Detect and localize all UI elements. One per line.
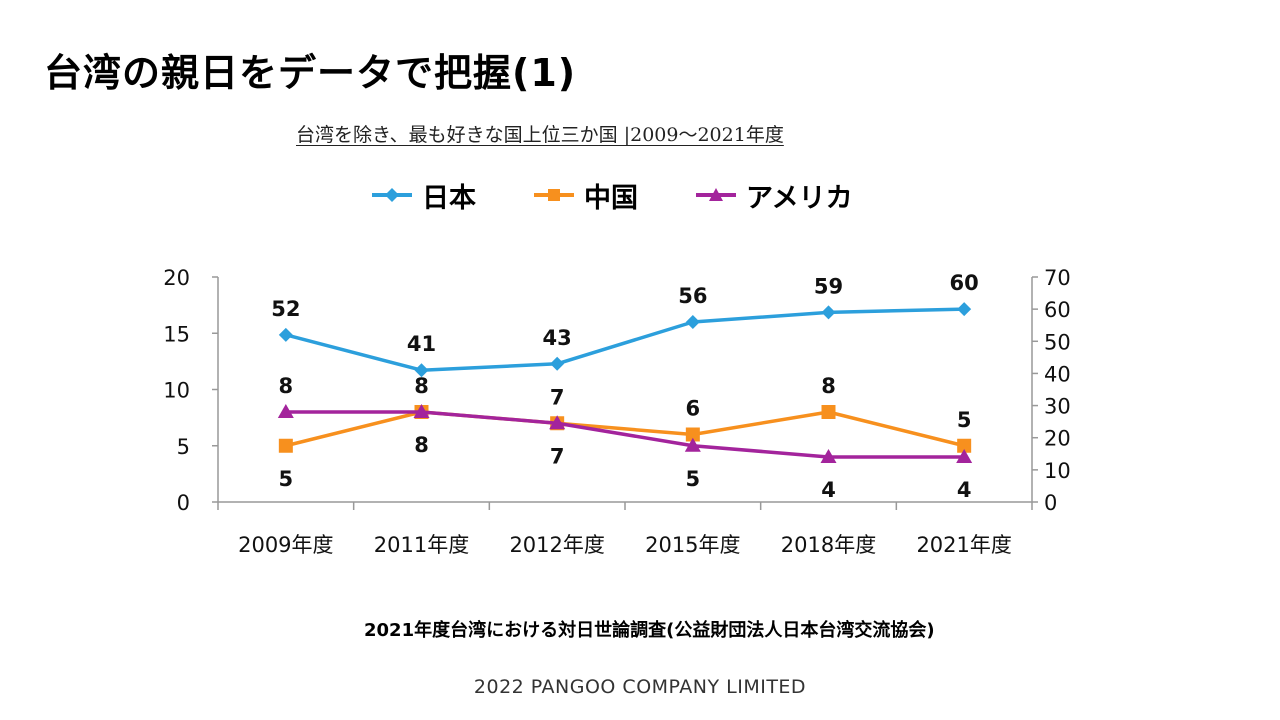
data-label: 43 <box>543 326 572 350</box>
data-point-marker <box>277 404 294 418</box>
data-point-marker <box>957 302 972 317</box>
data-point-marker <box>685 427 700 442</box>
legend-label-japan: 日本 <box>422 182 476 214</box>
legend-item-japan: 日本 <box>370 176 476 215</box>
data-label: 41 <box>407 332 436 356</box>
legend-label-china: 中国 <box>584 182 638 214</box>
y-right-tick-label: 0 <box>1044 491 1057 515</box>
data-label: 59 <box>814 274 843 298</box>
y-right-tick-label: 50 <box>1044 330 1071 354</box>
data-label: 4 <box>821 478 836 502</box>
y-left-tick-label: 5 <box>177 435 190 459</box>
data-label: 52 <box>271 297 300 321</box>
data-point-marker <box>413 404 430 418</box>
data-point-marker <box>278 327 293 342</box>
y-left-tick-label: 20 <box>163 266 190 290</box>
x-tick-label: 2021年度 <box>916 533 1011 557</box>
slide-title: 台湾の親日をデータで把握(1) <box>44 51 577 95</box>
legend-marker-china <box>534 189 574 201</box>
y-right-tick-label: 30 <box>1044 395 1071 419</box>
line-chart: 0 5 10 15 20 0 10 20 30 40 50 60 70 2009年度 2011年度 2012年… <box>163 266 1071 557</box>
chart-legend: 日本 中国 アメリカ <box>370 175 909 215</box>
data-point-marker <box>685 315 700 329</box>
data-label: 5 <box>686 467 701 491</box>
data-point-marker <box>278 438 293 453</box>
legend-label-usa: アメリカ <box>746 182 853 214</box>
data-label: 8 <box>279 374 294 398</box>
data-point-marker <box>549 415 566 430</box>
chart-title: 台湾を除き、最も好きな国上位三か国 |2009～2021年度 <box>296 124 784 146</box>
data-label: 5 <box>957 408 972 432</box>
series-line-1 <box>285 410 965 448</box>
data-point-marker <box>820 449 837 463</box>
y-right-tick-label: 40 <box>1044 362 1071 386</box>
series-line-2 <box>285 410 965 459</box>
data-label: 56 <box>678 284 707 308</box>
data-label: 7 <box>550 444 565 468</box>
y-left-tick-label: 15 <box>163 322 190 346</box>
data-point-marker <box>957 438 972 453</box>
x-tick-label: 2011年度 <box>374 533 469 557</box>
legend-item-china: 中国 <box>532 176 638 215</box>
y-right-tick-label: 10 <box>1044 459 1071 483</box>
data-label: 8 <box>821 374 836 398</box>
data-label: 7 <box>550 385 565 409</box>
data-label: 8 <box>414 374 429 398</box>
y-right-tick-label: 70 <box>1044 266 1071 290</box>
data-label: 5 <box>279 467 294 491</box>
data-point-marker <box>414 363 429 378</box>
legend-marker-usa <box>696 188 736 201</box>
data-point-marker <box>684 437 701 452</box>
y-left-tick-label: 0 <box>177 491 190 515</box>
x-tick-label: 2009年度 <box>238 533 333 557</box>
legend-item-usa: アメリカ <box>694 176 853 215</box>
footer-copyright: 2022 PANGOO COMPANY LIMITED <box>473 676 807 698</box>
y-right-tick-label: 60 <box>1044 298 1071 322</box>
y-right-tick-label: 20 <box>1044 427 1071 451</box>
data-label: 8 <box>414 433 429 457</box>
series-line-0 <box>285 307 965 372</box>
data-point-marker <box>821 305 836 320</box>
data-point-marker <box>956 449 973 463</box>
data-label: 4 <box>957 478 972 502</box>
x-tick-label: 2012年度 <box>509 533 604 557</box>
data-label: 60 <box>950 271 979 295</box>
data-point-marker <box>550 356 565 371</box>
legend-marker-japan <box>372 188 412 202</box>
data-label: 6 <box>686 397 701 421</box>
data-point-marker <box>821 405 836 419</box>
x-tick-label: 2018年度 <box>781 533 876 557</box>
x-tick-label: 2015年度 <box>645 533 740 557</box>
source-caption: 2021年度台湾における対日世論調査(公益財団法人日本台湾交流協会) <box>364 620 935 641</box>
y-left-tick-label: 10 <box>163 379 190 403</box>
